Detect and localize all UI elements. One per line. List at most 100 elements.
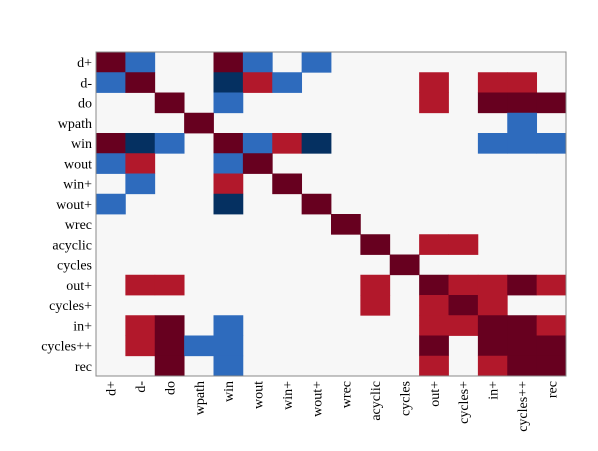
x-tick-label: cycles+ [457, 381, 472, 424]
heatmap-cell-d--out+ [419, 72, 449, 93]
y-tick-labels: d+ d-do wpath win wout win+ wout+ wrec acyclic cy… [41, 56, 92, 375]
heatmap-cell-d+-wout [242, 52, 273, 73]
heatmap-cell-wout-d+ [96, 153, 126, 174]
x-tick-label: wout+ [310, 381, 325, 417]
heatmap-cell-rec-win [213, 355, 244, 377]
x-tick-label: out+ [428, 381, 443, 407]
heatmap-cell-win-wout [242, 133, 273, 154]
heatmap-cell-d--win [213, 72, 244, 93]
heatmap-cell-in+-win [213, 315, 244, 336]
x-tick-label: win+ [281, 381, 296, 410]
heatmap-cell-out+-d- [125, 274, 156, 296]
heatmap-cell-cycles++-cycles++ [507, 335, 538, 357]
heatmap-cell-wpath-cycles++ [507, 112, 538, 134]
heatmap-cell-win-do [154, 133, 185, 154]
heatmap-cell-cycles++-d- [125, 335, 156, 357]
heatmap-cell-cycles+-out+ [419, 295, 449, 316]
heatmap-cell-acyclic-acyclic [360, 234, 391, 255]
x-tick-labels: d+ d-do wpath win wout win+ wout+ wrec acyclic cy… [105, 381, 561, 432]
y-tick-label: in+ [73, 319, 92, 334]
x-tick-label: d- [134, 381, 149, 393]
heatmap-cell-rec-out+ [419, 355, 449, 377]
heatmap-cell-rec-rec [536, 355, 567, 377]
y-tick-label: d- [80, 76, 92, 91]
heatmap-cell-d--win+ [272, 72, 303, 93]
heatmap-cell-wout-wout [242, 153, 273, 174]
y-tick-label: win+ [63, 178, 92, 193]
x-tick-label: acyclic [369, 381, 384, 421]
heatmap-cell-d--wout [242, 72, 273, 93]
x-tick-label: cycles [398, 381, 413, 416]
heatmap-cell-d--in+ [477, 72, 508, 93]
y-tick-label: acyclic [52, 238, 92, 253]
heatmap-cell-cycles++-rec [536, 335, 567, 357]
x-tick-label: d+ [105, 381, 120, 396]
y-tick-label: do [78, 97, 92, 112]
heatmap-cell-out+-in+ [477, 274, 508, 296]
heatmap-cell-do-out+ [419, 92, 449, 114]
y-tick-label: out+ [66, 279, 92, 294]
heatmap-cell-wout-d- [125, 153, 156, 174]
heatmap-cell-d+-win [213, 52, 244, 73]
heatmap-cell-cycles++-out+ [419, 335, 449, 357]
y-tick-label: d+ [77, 56, 92, 71]
heatmap-cell-acyclic-cycles+ [448, 234, 479, 255]
heatmap-cell-win+-win+ [272, 173, 303, 195]
heatmap-cell-wout+-win [213, 193, 244, 215]
heatmap-cell-in+-in+ [477, 315, 508, 336]
x-tick-label: rec [545, 381, 560, 398]
heatmap-cell-win+-win [213, 173, 244, 195]
heatmap-cell-cycles++-do [154, 335, 185, 357]
heatmap-cell-wrec-wrec [331, 214, 361, 235]
heatmap-cell-wout+-wout+ [301, 193, 332, 215]
heatmap-cell-out+-acyclic [360, 274, 391, 296]
y-tick-label: wrec [65, 218, 92, 233]
heatmap-cell-win-in+ [477, 133, 508, 154]
heatmap-cell-do-do [154, 92, 185, 114]
heatmap-cell-win-win [213, 133, 244, 154]
y-tick-label: win [71, 137, 92, 152]
heatmap-cells [96, 52, 567, 377]
y-tick-label: rec [75, 360, 92, 375]
heatmap-cell-win-win+ [272, 133, 303, 154]
x-tick-label: in+ [487, 381, 502, 400]
y-tick-label: wout [64, 157, 92, 172]
heatmap-cell-out+-out+ [419, 274, 449, 296]
x-tick-label: do [163, 381, 178, 395]
heatmap-cell-in+-d- [125, 315, 156, 336]
x-tick-label: wrec [340, 381, 355, 408]
heatmap-cell-win-d- [125, 133, 156, 154]
y-tick-label: cycles++ [41, 340, 92, 355]
heatmap-cell-out+-rec [536, 274, 567, 296]
heatmap-cell-in+-out+ [419, 315, 449, 336]
heatmap-cell-in+-cycles+ [448, 315, 479, 336]
heatmap-cell-win-wout+ [301, 133, 332, 154]
heatmap-cell-wpath-wpath [184, 112, 214, 134]
heatmap-cell-out+-cycles++ [507, 274, 538, 296]
x-tick-label: wout [252, 381, 267, 409]
heatmap-cell-rec-in+ [477, 355, 508, 377]
heatmap-cell-d--d- [125, 72, 156, 93]
heatmap-cell-do-cycles++ [507, 92, 538, 114]
heatmap-cell-cycles+-cycles+ [448, 295, 479, 316]
heatmap-cell-rec-cycles++ [507, 355, 538, 377]
heatmap-cell-win+-d- [125, 173, 156, 195]
heatmap-cell-d+-wout+ [301, 52, 332, 73]
heatmap-cell-rec-do [154, 355, 185, 377]
heatmap-cell-wout+-d+ [96, 193, 126, 215]
heatmap-cell-win-cycles++ [507, 133, 538, 154]
heatmap-cell-wout-win [213, 153, 244, 174]
heatmap-cell-acyclic-out+ [419, 234, 449, 255]
x-tick-label: win [222, 381, 237, 402]
heatmap-cell-cycles++-in+ [477, 335, 508, 357]
heatmap-cell-cycles++-win [213, 335, 244, 357]
heatmap-cell-d+-d+ [96, 52, 126, 73]
heatmap-cell-do-in+ [477, 92, 508, 114]
y-tick-label: cycles+ [49, 299, 92, 314]
heatmap-cell-cycles++-wpath [184, 335, 214, 357]
heatmap-cell-d--d+ [96, 72, 126, 93]
y-tick-label: wout+ [56, 198, 92, 213]
plot-frame [95, 51, 567, 377]
heatmap-cell-d+-d- [125, 52, 156, 73]
